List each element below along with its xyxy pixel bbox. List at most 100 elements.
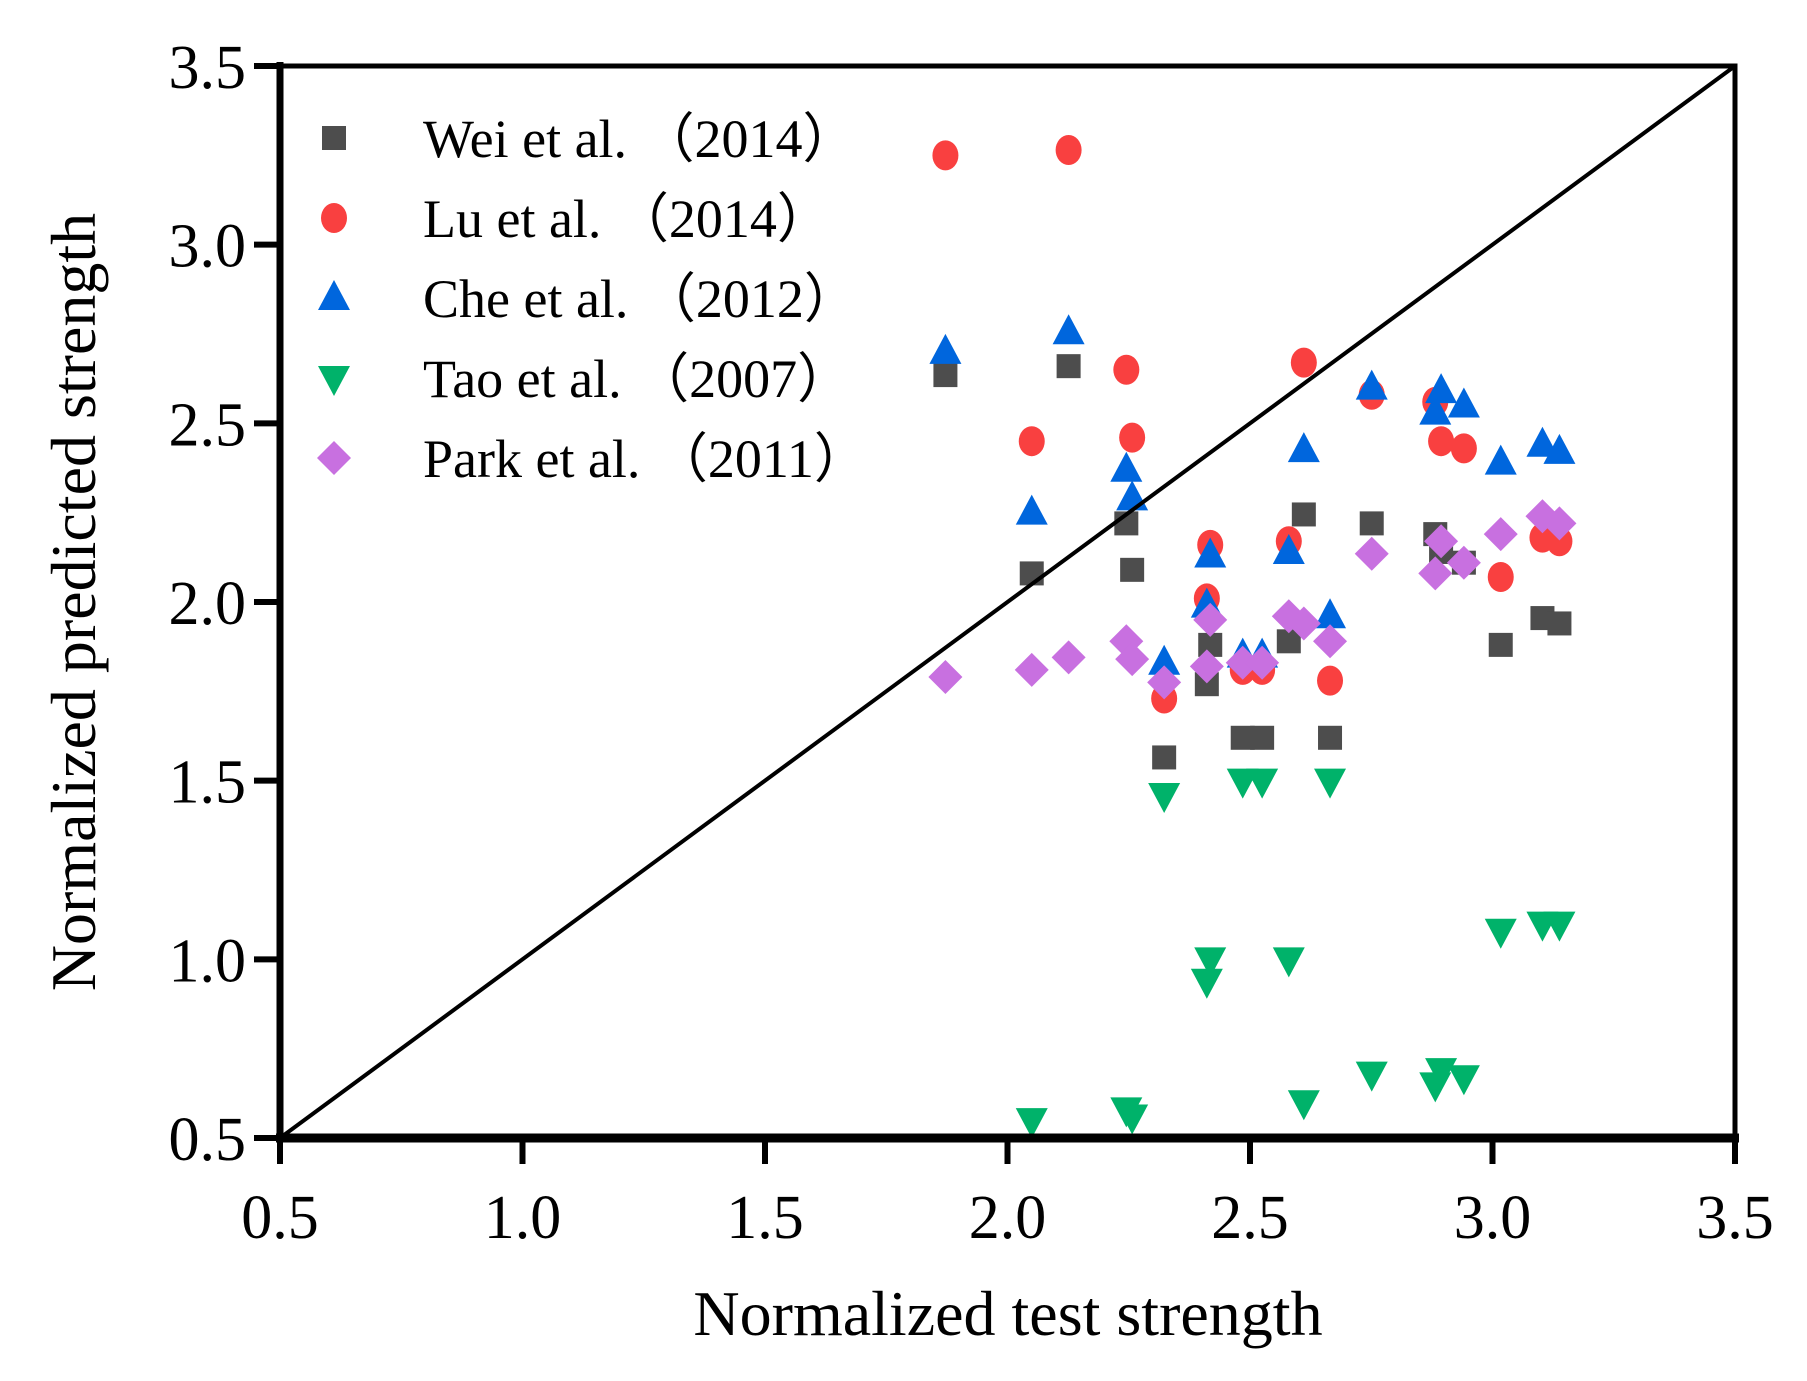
data-point — [1152, 745, 1177, 770]
data-point — [1194, 947, 1227, 978]
data-points — [928, 134, 1577, 1139]
data-point — [1547, 611, 1572, 636]
y-tick-label: 1.5 — [169, 749, 247, 817]
data-point — [1450, 433, 1477, 464]
data-point — [1287, 1090, 1320, 1121]
data-point — [1193, 602, 1228, 637]
data-point — [1418, 556, 1453, 591]
x-tick-label: 1.5 — [726, 1184, 804, 1252]
data-point — [1148, 644, 1181, 675]
data-point — [928, 660, 963, 695]
y-tick-label: 2.0 — [169, 570, 247, 638]
data-point — [1313, 624, 1348, 659]
x-axis-ticks: 0.5 1.0 1.5 2.0 2.5 3.0 3.5 — [241, 1138, 1774, 1252]
data-point — [1359, 511, 1384, 536]
x-axis-title: Normalized test strength — [693, 1278, 1322, 1349]
y-tick-label: 0.5 — [169, 1106, 247, 1174]
data-point — [1015, 1108, 1048, 1139]
data-point — [1147, 665, 1182, 700]
data-point — [1113, 354, 1140, 385]
data-point — [1015, 494, 1048, 525]
legend-marker-triangle-up — [318, 280, 350, 310]
data-point — [1483, 517, 1518, 552]
data-point — [1484, 444, 1517, 475]
legend-label: Che et al. （2012） — [423, 269, 858, 329]
data-point — [1447, 387, 1480, 418]
data-point — [1526, 426, 1559, 457]
y-tick-label: 3.5 — [169, 34, 247, 102]
data-point — [1245, 645, 1280, 680]
data-point — [1148, 782, 1181, 813]
x-tick-label: 3.5 — [1696, 1184, 1774, 1252]
y-axis-ticks: 0.5 1.0 1.5 2.0 2.5 3.0 3.5 — [169, 34, 280, 1174]
x-tick-label: 2.5 — [1211, 1184, 1289, 1252]
data-point — [932, 140, 959, 171]
data-point — [1314, 598, 1347, 629]
legend-marker-diamond — [317, 441, 351, 475]
data-point — [1225, 645, 1260, 680]
data-point — [1246, 768, 1279, 799]
data-point — [933, 363, 958, 388]
data-point — [1286, 606, 1321, 641]
data-point — [1052, 314, 1085, 345]
data-point — [1115, 642, 1150, 677]
data-point — [1318, 725, 1343, 750]
series-circle — [932, 134, 1573, 714]
y-axis-title: Normalized predicted strength — [38, 213, 109, 991]
data-point — [1314, 768, 1347, 799]
data-point — [1291, 502, 1316, 527]
reference-line-y-equals-x — [278, 64, 1737, 1140]
x-tick-label: 2.0 — [969, 1184, 1047, 1252]
data-point — [1290, 347, 1317, 378]
data-point — [1543, 433, 1576, 464]
data-point — [1355, 1061, 1388, 1092]
data-point — [1014, 652, 1049, 687]
data-point — [1019, 561, 1044, 586]
data-point — [1484, 918, 1517, 949]
data-point — [1447, 1065, 1480, 1096]
data-point — [1317, 665, 1344, 696]
data-point — [1272, 533, 1305, 564]
data-point — [929, 333, 962, 364]
y-tick-label: 3.0 — [169, 213, 247, 281]
data-point — [1424, 524, 1459, 559]
data-point — [1425, 373, 1458, 404]
series-triangle-down — [1015, 768, 1576, 1139]
data-point — [1419, 394, 1452, 425]
data-point — [1190, 968, 1223, 999]
data-point — [1355, 369, 1388, 400]
data-point — [1543, 911, 1576, 942]
data-point — [1018, 426, 1045, 457]
legend-label: Wei et al. （2014） — [423, 109, 857, 169]
data-point — [1116, 480, 1149, 511]
data-point — [1272, 947, 1305, 978]
x-tick-label: 1.0 — [484, 1184, 562, 1252]
data-point — [1120, 557, 1145, 582]
legend-marker-circle — [321, 203, 347, 233]
data-point — [1116, 1104, 1149, 1135]
data-point — [1487, 561, 1514, 592]
series-diamond — [928, 499, 1577, 700]
y-tick-label: 1.0 — [169, 927, 247, 995]
legend-label: Tao et al. （2007） — [423, 349, 851, 409]
data-point — [1428, 426, 1455, 457]
data-point — [1194, 537, 1227, 568]
legend-marker-square — [322, 126, 346, 150]
legend-label: Lu et al. （2014） — [423, 189, 831, 249]
data-point — [1051, 640, 1086, 675]
data-point — [1446, 545, 1481, 580]
data-point — [1287, 432, 1320, 463]
legend: Wei et al. （2014） Lu et al. （2014） Che et … — [317, 109, 868, 489]
x-tick-label: 3.0 — [1454, 1184, 1532, 1252]
legend-label: Park et al. （2011） — [423, 429, 868, 489]
legend-marker-triangle-down — [318, 366, 350, 396]
data-point — [1110, 451, 1143, 482]
data-point — [1119, 422, 1146, 453]
data-point — [1354, 536, 1389, 571]
y-tick-label: 2.5 — [169, 391, 247, 459]
x-tick-label: 0.5 — [241, 1184, 319, 1252]
data-point — [1189, 649, 1224, 684]
data-point — [1542, 506, 1577, 541]
series-triangle-up — [929, 314, 1576, 675]
